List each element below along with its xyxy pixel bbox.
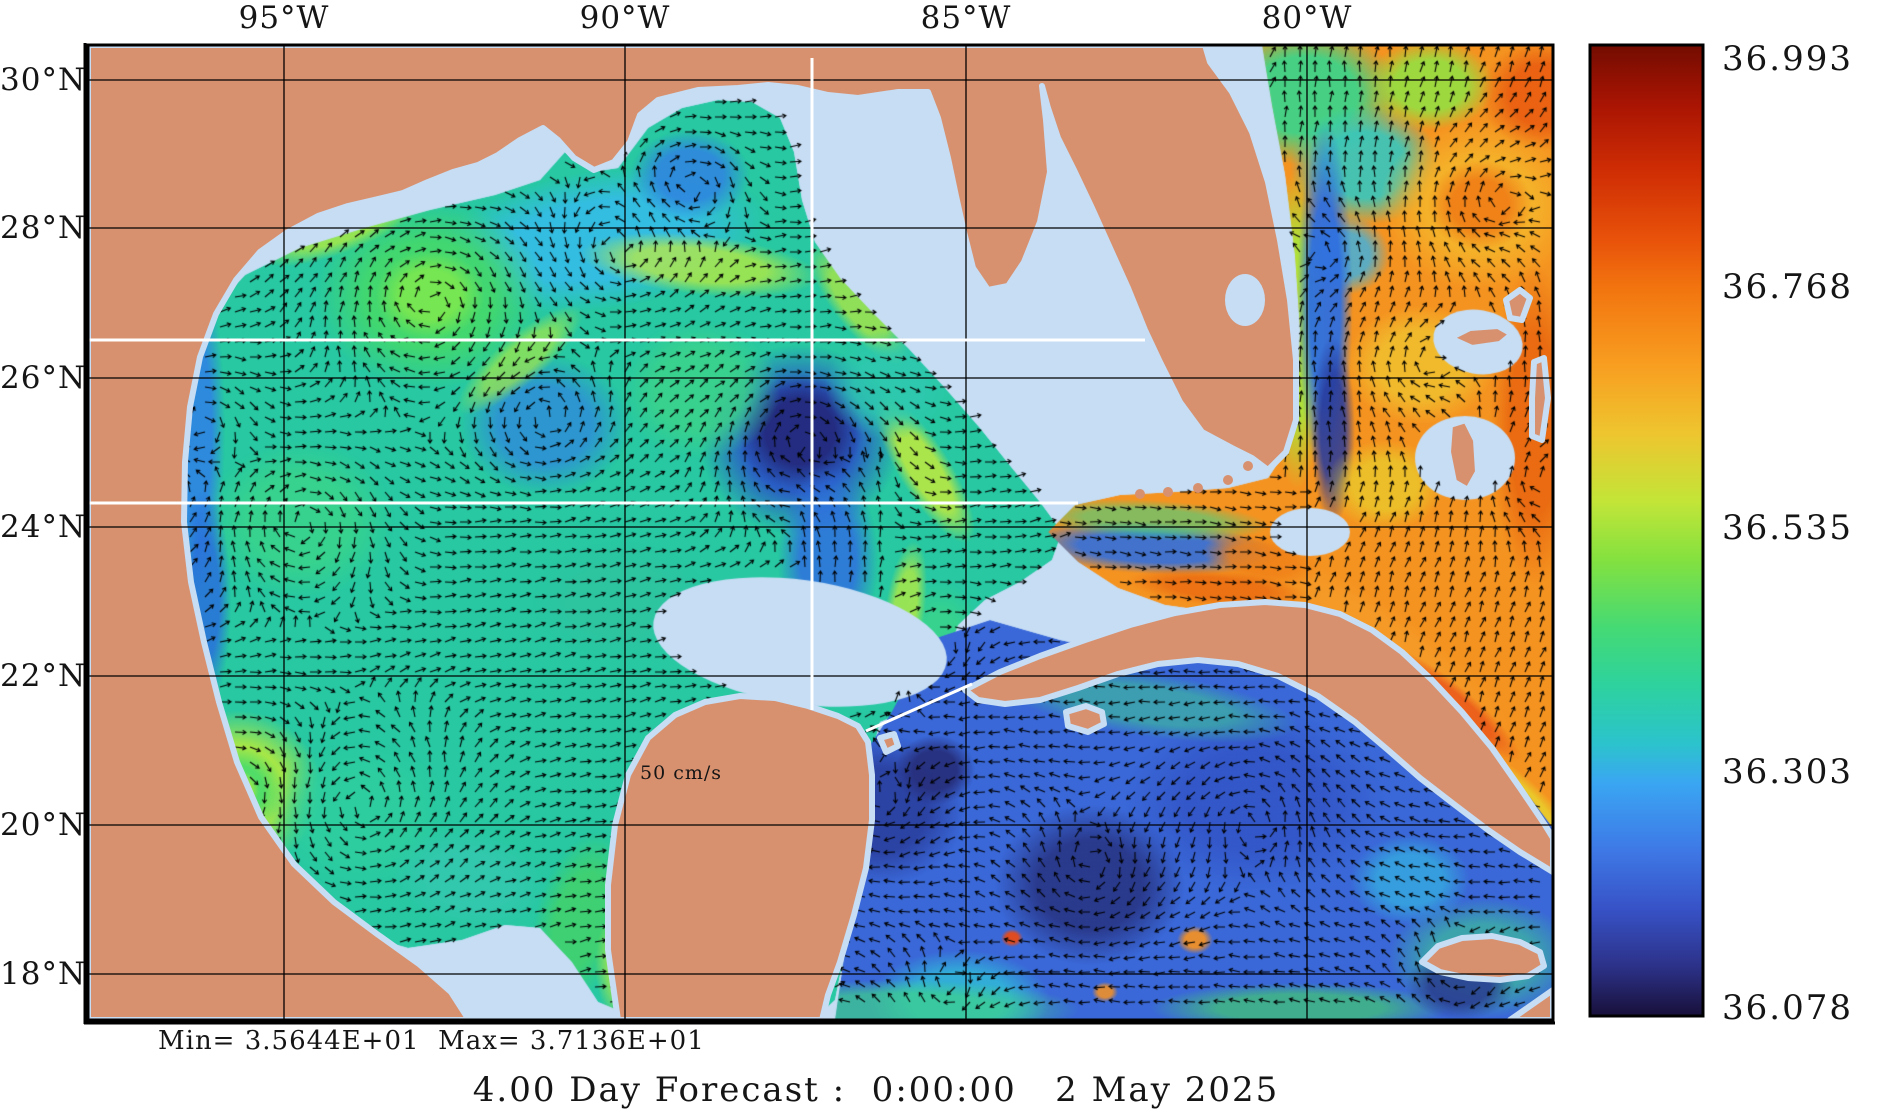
lake-okeechobee: [1225, 274, 1265, 326]
colorbar-tick-label: 36.768: [1722, 267, 1853, 307]
map-frame: [86, 43, 1555, 1022]
lon-tick-label: 80°W: [1261, 0, 1353, 36]
landmass-cozumel: [877, 731, 901, 755]
landmass-florida-keys: [1163, 487, 1173, 497]
lat-tick-label: 22°N: [0, 658, 87, 694]
colorbar: [1588, 43, 1705, 1018]
colorbar-tick-label: 36.078: [1722, 988, 1853, 1028]
plot-title: 4.00 Day Forecast : 0:00:00 2 May 2025: [472, 1070, 1280, 1109]
transect-line-diagonal: [865, 682, 973, 733]
lon-tick-label: 90°W: [579, 0, 671, 36]
colorbar-tick-label: 36.993: [1722, 39, 1853, 79]
landmass-florida-keys: [1243, 461, 1253, 471]
landmass-gbahama: [1447, 323, 1515, 351]
colorbar-tick-label: 36.535: [1722, 508, 1853, 548]
landmass-eleu: [1529, 355, 1551, 443]
lon-tick-label: 85°W: [920, 0, 1012, 36]
lat-tick-label: 26°N: [0, 360, 87, 396]
lat-tick-label: 24°N: [0, 509, 87, 545]
landmass-jamaica: [1419, 933, 1547, 983]
landmass-yucatan: [605, 693, 875, 1020]
landmass-andros: [1445, 417, 1481, 493]
lat-tick-label: 28°N: [0, 210, 87, 246]
lon-tick-label: 95°W: [238, 0, 330, 36]
landmass-florida-keys: [1135, 489, 1145, 499]
landmass-abaco: [1503, 287, 1533, 323]
colorbar-tick-label: 36.303: [1722, 752, 1853, 792]
map-layers: [88, 45, 1553, 1020]
lat-tick-label: 18°N: [0, 956, 87, 992]
landmass-florida-keys: [1193, 483, 1203, 493]
lat-tick-label: 20°N: [0, 807, 87, 843]
landmass-cuba: [962, 599, 1553, 875]
lat-tick-label: 30°N: [0, 62, 87, 98]
landmass-hisp: [1507, 987, 1553, 1020]
vector-scale-label: 50 cm/s: [640, 762, 723, 784]
landmass-florida-keys: [1223, 475, 1233, 485]
minmax-readout: Min= 3.5644E+01 Max= 3.7136E+01: [158, 1026, 705, 1056]
landmass-isla: [1063, 703, 1107, 735]
landmass-north-land: [88, 45, 1299, 1020]
